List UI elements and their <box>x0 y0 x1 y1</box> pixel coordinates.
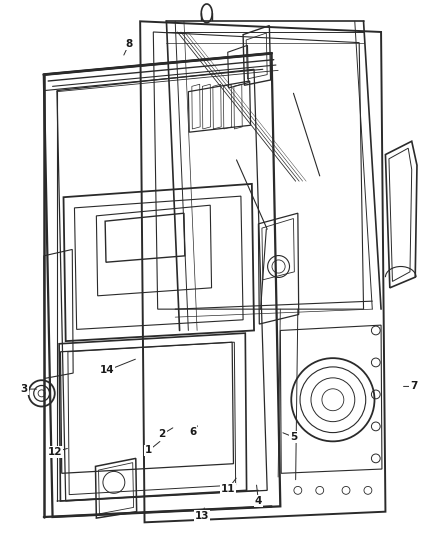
Text: 1: 1 <box>145 446 152 455</box>
Text: 8: 8 <box>126 39 133 49</box>
Text: 6: 6 <box>189 427 196 437</box>
Text: 11: 11 <box>220 484 235 494</box>
Text: 5: 5 <box>290 432 297 442</box>
Text: 2: 2 <box>159 430 166 439</box>
Text: 13: 13 <box>195 511 210 521</box>
Text: 3: 3 <box>21 384 28 394</box>
Text: 7: 7 <box>410 382 417 391</box>
Text: 14: 14 <box>100 366 115 375</box>
Text: 12: 12 <box>47 447 62 457</box>
Text: 4: 4 <box>255 496 262 506</box>
